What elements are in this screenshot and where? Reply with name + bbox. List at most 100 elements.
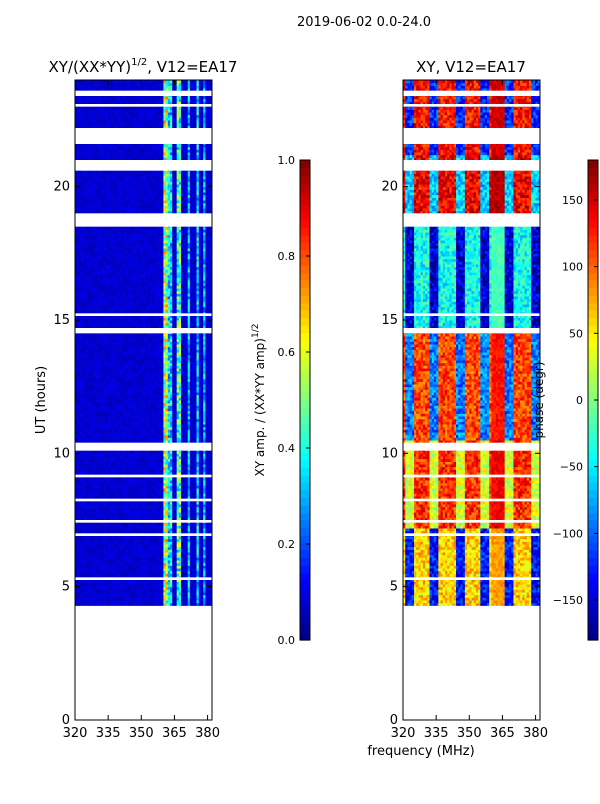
heatmap-cell [99, 421, 103, 425]
heatmap-cell [203, 602, 206, 606]
heatmap-cell [187, 429, 191, 433]
heatmap-cell [108, 458, 111, 462]
heatmap-cell [198, 472, 202, 476]
heatmap-cell [101, 477, 105, 481]
heatmap-cell [172, 408, 175, 412]
heatmap-cell [77, 418, 80, 422]
heatmap-cell [125, 594, 129, 598]
heatmap-cell [116, 480, 120, 484]
heatmap-cell [119, 506, 122, 510]
heatmap-cell [187, 501, 191, 505]
heatmap-cell [116, 544, 120, 548]
heatmap-cell [145, 578, 149, 582]
heatmap-cell [103, 600, 107, 604]
heatmap-cell [88, 514, 91, 518]
heatmap-cell [103, 397, 107, 401]
heatmap-cell [97, 485, 100, 489]
heatmap-cell [147, 450, 151, 454]
heatmap-cell [203, 517, 206, 521]
heatmap-cell [154, 581, 158, 585]
heatmap-cell [99, 426, 103, 430]
heatmap-cell [200, 496, 204, 500]
heatmap-cell [172, 501, 175, 505]
heatmap-cell [88, 517, 91, 521]
heatmap-cell [209, 578, 212, 582]
heatmap-cell [97, 408, 100, 412]
heatmap-cell [156, 466, 160, 470]
heatmap-cell [187, 544, 191, 548]
heatmap-cell [110, 421, 114, 425]
heatmap-cell [161, 424, 164, 428]
heatmap-cell [154, 458, 158, 462]
heatmap-cell [116, 506, 120, 510]
heatmap-cell [165, 536, 169, 540]
heatmap-cell [112, 517, 116, 521]
heatmap-cell [176, 501, 180, 505]
heatmap-cell [105, 565, 109, 569]
heatmap-cell [108, 581, 111, 585]
heatmap-cell [136, 509, 140, 513]
heatmap-cell [114, 482, 118, 486]
heatmap-cell [99, 485, 103, 489]
heatmap-cell [209, 573, 212, 577]
heatmap-cell [176, 488, 180, 492]
heatmap-cell [183, 514, 186, 518]
heatmap-cell [88, 546, 91, 550]
heatmap-cell [103, 549, 107, 553]
heatmap-cell [145, 469, 149, 473]
heatmap-cell [130, 477, 133, 481]
heatmap-cell [205, 557, 209, 561]
heatmap-cell [209, 549, 212, 553]
heatmap-cell [105, 578, 109, 582]
heatmap-cell [165, 405, 169, 409]
heatmap-cell [86, 418, 89, 422]
heatmap-cell [147, 541, 151, 545]
heatmap-cell [178, 392, 182, 396]
heatmap-cell [189, 394, 193, 398]
heatmap-cell [103, 472, 107, 476]
heatmap-cell [194, 568, 198, 572]
heatmap-cell [205, 581, 209, 585]
heatmap-cell [189, 450, 193, 454]
heatmap-cell [172, 560, 175, 564]
heatmap-cell [152, 504, 156, 508]
heatmap-cell [181, 397, 184, 401]
heatmap-cell [139, 496, 142, 500]
heatmap-cell [132, 578, 136, 582]
heatmap-cell [145, 581, 149, 585]
heatmap-cell [86, 458, 89, 462]
heatmap-cell [147, 402, 151, 406]
heatmap-cell [145, 573, 149, 577]
heatmap-cell [205, 504, 209, 508]
heatmap-cell [207, 584, 211, 588]
heatmap-cell [183, 432, 186, 436]
heatmap-cell [86, 456, 89, 460]
heatmap-cell [170, 570, 173, 574]
heatmap-cell [150, 485, 153, 489]
heatmap-cell [134, 554, 138, 558]
heatmap-cell [181, 424, 184, 428]
heatmap-cell [167, 506, 171, 510]
heatmap-cell [209, 394, 212, 398]
heatmap-cell [123, 565, 127, 569]
heatmap-cell [77, 429, 80, 433]
heatmap-cell [207, 594, 211, 598]
heatmap-cell [187, 432, 191, 436]
heatmap-cell [189, 600, 193, 604]
heatmap-cell [79, 594, 83, 598]
heatmap-cell [163, 464, 167, 468]
heatmap-cell [139, 536, 142, 540]
heatmap-cell [170, 432, 173, 436]
heatmap-cell [121, 586, 125, 590]
heatmap-cell [167, 549, 171, 553]
heatmap-cell [174, 544, 178, 548]
heatmap-cell [183, 418, 186, 422]
heatmap-cell [172, 594, 175, 598]
heatmap-cell [116, 488, 120, 492]
heatmap-cell [114, 496, 118, 500]
heatmap-cell [187, 392, 191, 396]
heatmap-cell [165, 434, 169, 438]
heatmap-cell [172, 488, 175, 492]
heatmap-cell [110, 469, 114, 473]
heatmap-cell [90, 482, 94, 486]
